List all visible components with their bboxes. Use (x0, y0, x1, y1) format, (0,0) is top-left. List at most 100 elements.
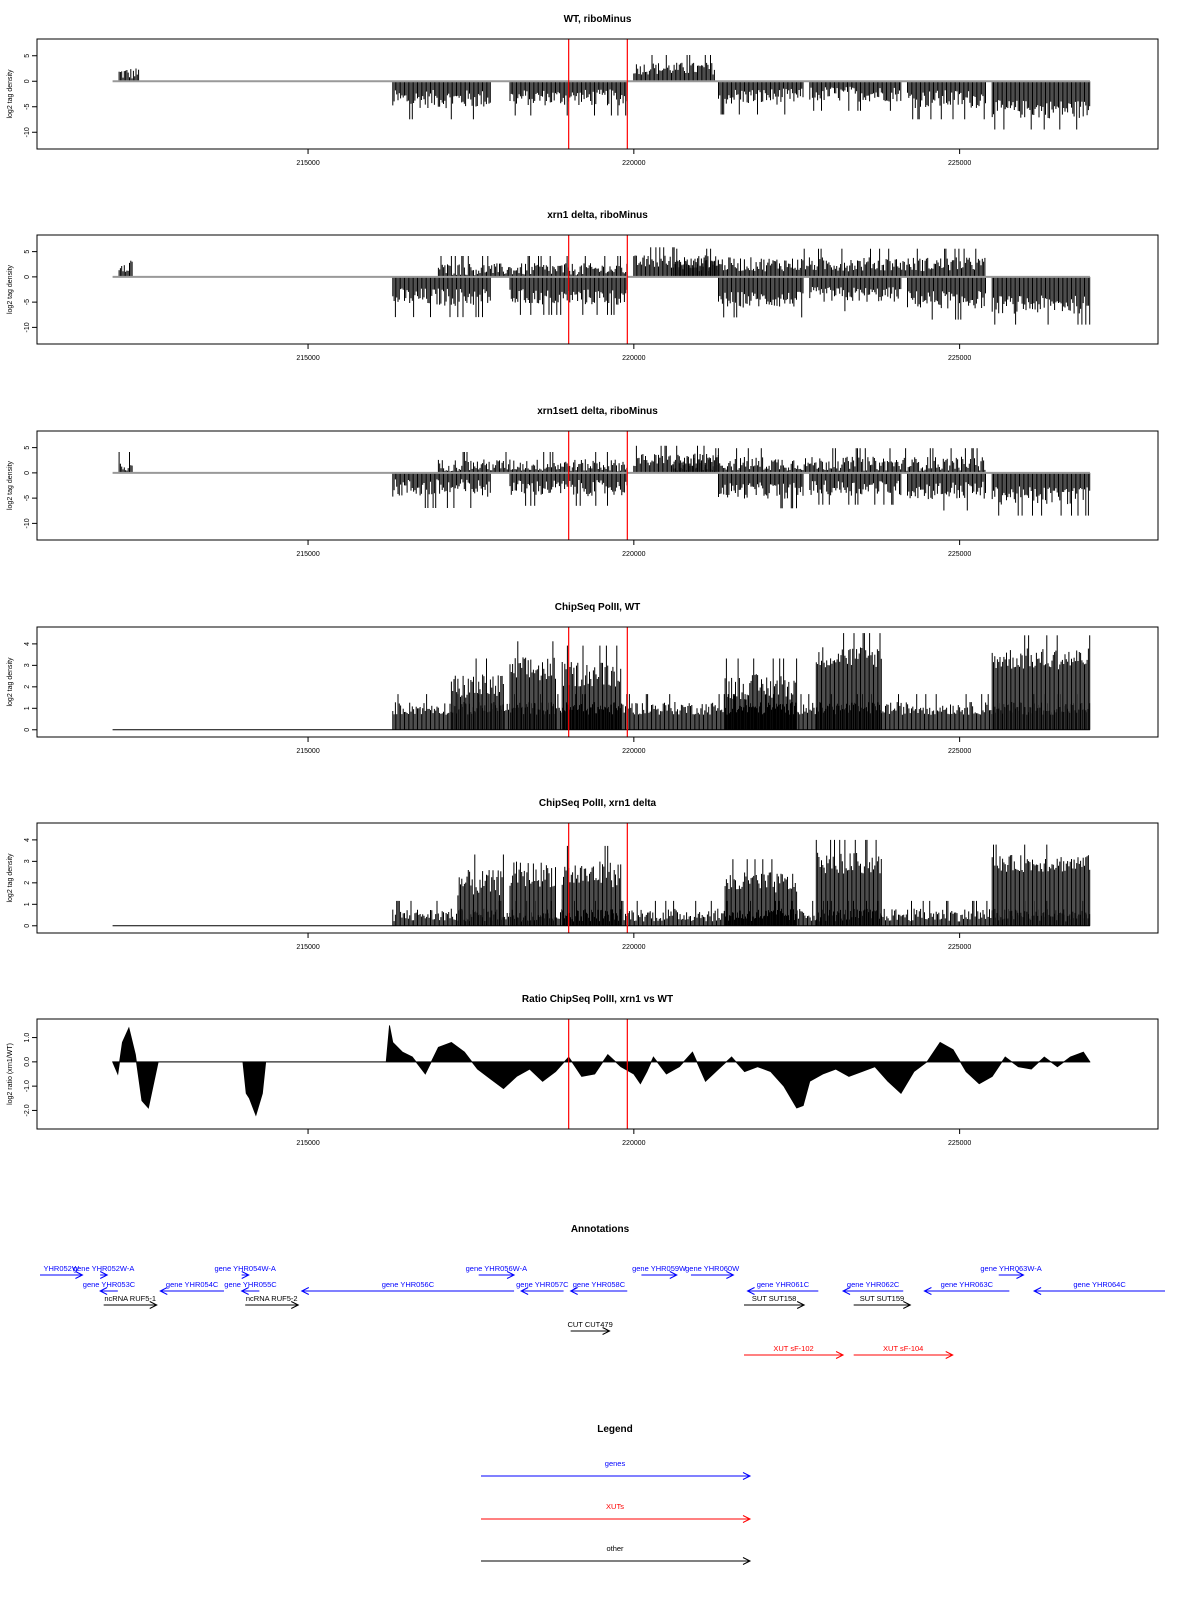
annotation-feature: gene YHR062C (841, 1280, 904, 1295)
data-segment (809, 472, 902, 505)
legend-label: XUTs (606, 1502, 624, 1511)
annotation-feature: gene YHR060W (685, 1264, 740, 1279)
annotation-feature: ncRNA RUF5-2 (245, 1294, 300, 1309)
feature-arrowhead (1016, 1271, 1025, 1279)
feature-arrowhead (746, 1287, 755, 1295)
panel-frame (36, 430, 1159, 541)
annotation-feature: gene YHR053C (83, 1280, 136, 1295)
legend-label: genes (605, 1459, 626, 1468)
data-segment (118, 452, 133, 473)
feature-label: gene YHR062C (847, 1280, 900, 1289)
panel-title: ChipSeq PolII, WT (555, 602, 641, 613)
feature-arrowhead (99, 1271, 109, 1279)
feature-label: gene YHR053C (83, 1280, 136, 1289)
feature-arrowhead (506, 1271, 516, 1279)
data-segment (991, 844, 1091, 926)
annotation-feature: gene YHR052W-A (73, 1264, 134, 1279)
panel-frame (36, 1018, 1159, 1130)
data-segment (991, 81, 1091, 130)
legend-title: Legend (597, 1424, 633, 1435)
feature-label: gene YHR057C (516, 1280, 569, 1289)
data-segment (561, 845, 622, 926)
x-tick-label: 215000 (296, 748, 319, 755)
y-axis-label: log2 ratio (xrn1/WT) (7, 1043, 14, 1105)
feature-arrowhead (923, 1287, 932, 1295)
y-tick-label: -5 (24, 495, 31, 501)
feature-label: gene YHR052W-A (73, 1264, 134, 1273)
annotation-feature: gene YHR058C (569, 1280, 628, 1295)
data-segment (718, 472, 804, 509)
legend-label: other (606, 1544, 624, 1553)
y-tick-label: 1 (24, 902, 31, 906)
y-tick-label: 1.0 (24, 1033, 31, 1043)
feature-arrowhead (300, 1287, 310, 1295)
annotation-feature: gene YHR061C (746, 1280, 819, 1295)
feature-arrowhead (99, 1287, 108, 1295)
y-tick-label: 5 (24, 446, 31, 450)
data-marks (118, 445, 1091, 516)
feature-label: SUT SUT159 (860, 1294, 904, 1303)
data-segment (437, 256, 628, 277)
y-tick-label: 0 (24, 275, 31, 279)
data-segment (633, 55, 715, 82)
panel-4: ChipSeq PolII, WT 215000 220000 225000 0 1 2 3 4… (7, 602, 1159, 755)
y-tick-label: -5 (24, 299, 31, 305)
x-tick-label: 225000 (948, 1140, 971, 1147)
y-axis-label: log2 tag density (7, 657, 14, 707)
x-tick-label: 220000 (622, 160, 645, 167)
data-segment (450, 658, 504, 730)
feature-label: gene YHR054W-A (214, 1264, 275, 1273)
y-tick-label: 5 (24, 54, 31, 58)
panel-1: WT, riboMinus 215000 220000 225000 -10 -5 0 5 lo… (7, 14, 1159, 167)
annotation-feature: gene YHR064C (1032, 1280, 1165, 1295)
feature-arrowhead (945, 1351, 954, 1359)
y-tick-label: 1 (24, 706, 31, 710)
y-axis-label: log2 tag density (7, 460, 14, 510)
feature-label: ncRNA RUF5-1 (104, 1294, 156, 1303)
x-tick-label: 225000 (948, 355, 971, 362)
feature-arrowhead (835, 1351, 845, 1359)
x-tick-label: 225000 (948, 551, 971, 558)
x-tick-label: 220000 (622, 944, 645, 951)
x-tick-label: 225000 (948, 944, 971, 951)
data-marks (392, 839, 1091, 926)
y-axis-label: log2 tag density (7, 264, 14, 314)
data-segment (672, 248, 986, 277)
annotation-feature: gene YHR054W-A (214, 1264, 276, 1279)
panel-frame (36, 38, 1159, 150)
y-tick-label: -5 (24, 104, 31, 110)
y-tick-label: 0 (24, 471, 31, 475)
data-marks (392, 633, 1091, 730)
annotation-feature: gene YHR056C (300, 1280, 515, 1295)
annotation-feature: XUT sF-102 (744, 1344, 845, 1359)
feature-label: ncRNA RUF5-2 (246, 1294, 298, 1303)
data-segment (718, 81, 804, 115)
data-segment (991, 635, 1091, 730)
data-segment (724, 859, 798, 926)
data-segment (718, 276, 804, 318)
feature-arrowhead (159, 1287, 168, 1295)
feature-label: gene YHR063W-A (980, 1264, 1041, 1273)
feature-arrowhead (149, 1301, 158, 1309)
annotation-feature: gene YHR063W-A (980, 1264, 1042, 1279)
feature-arrowhead (240, 1287, 249, 1295)
data-segment (991, 276, 1091, 325)
feature-arrowhead (841, 1287, 851, 1295)
data-segment (509, 861, 556, 926)
x-tick-label: 220000 (622, 748, 645, 755)
y-tick-label: 2 (24, 685, 31, 689)
y-tick-label: 4 (24, 838, 31, 842)
y-axis-label: log2 tag density (7, 853, 14, 903)
data-segment (907, 472, 986, 511)
panel-frame (36, 822, 1159, 934)
legend: Legend genes XUTs other (481, 1424, 752, 1565)
y-tick-label: 3 (24, 663, 31, 667)
panel-title: xrn1 delta, riboMinus (547, 210, 648, 221)
y-tick-label: -10 (24, 127, 31, 137)
panel-3: xrn1set1 delta, riboMinus 215000 220000 225… (7, 406, 1159, 558)
data-marks (118, 247, 1091, 325)
panel-frame (36, 234, 1159, 345)
data-segment (815, 839, 882, 926)
data-segment (392, 276, 491, 318)
